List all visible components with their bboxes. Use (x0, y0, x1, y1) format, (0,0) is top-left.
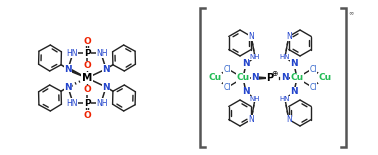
Text: N: N (102, 64, 110, 73)
Text: HN: HN (280, 96, 290, 102)
Text: Cu: Cu (208, 73, 222, 82)
Text: Cu: Cu (290, 73, 304, 82)
Text: N: N (281, 73, 289, 82)
Text: P: P (84, 98, 90, 108)
Text: M: M (82, 73, 92, 83)
Polygon shape (255, 77, 270, 79)
Text: ⊕: ⊕ (271, 69, 277, 78)
Text: Cl: Cl (309, 64, 317, 73)
Text: Cl: Cl (309, 82, 317, 91)
Text: NH: NH (250, 54, 260, 60)
Text: HN: HN (280, 54, 290, 60)
Text: N: N (248, 115, 254, 124)
Text: O: O (83, 86, 91, 95)
Text: O: O (83, 36, 91, 46)
Text: NH: NH (250, 96, 260, 102)
Text: HN: HN (66, 49, 78, 58)
Text: N: N (64, 64, 72, 73)
Text: N: N (248, 32, 254, 41)
Polygon shape (67, 68, 87, 78)
Text: NH: NH (96, 98, 108, 108)
Text: N: N (290, 88, 298, 97)
Text: Cu: Cu (236, 73, 249, 82)
Text: ∞: ∞ (348, 10, 353, 15)
Text: O: O (83, 62, 91, 71)
Text: N: N (290, 60, 298, 69)
Text: N: N (64, 82, 72, 91)
Text: HN: HN (66, 98, 78, 108)
Text: Cl: Cl (223, 82, 231, 91)
Text: P: P (266, 73, 274, 83)
Text: N: N (286, 115, 291, 124)
Text: N: N (242, 88, 250, 97)
Text: N: N (102, 82, 110, 91)
Text: NH: NH (96, 49, 108, 58)
Text: N: N (242, 60, 250, 69)
Text: Cu: Cu (318, 73, 332, 82)
Text: O: O (83, 111, 91, 120)
Text: N: N (286, 32, 291, 41)
Text: P: P (84, 49, 90, 58)
Text: N: N (251, 73, 259, 82)
Text: Cl: Cl (223, 64, 231, 73)
